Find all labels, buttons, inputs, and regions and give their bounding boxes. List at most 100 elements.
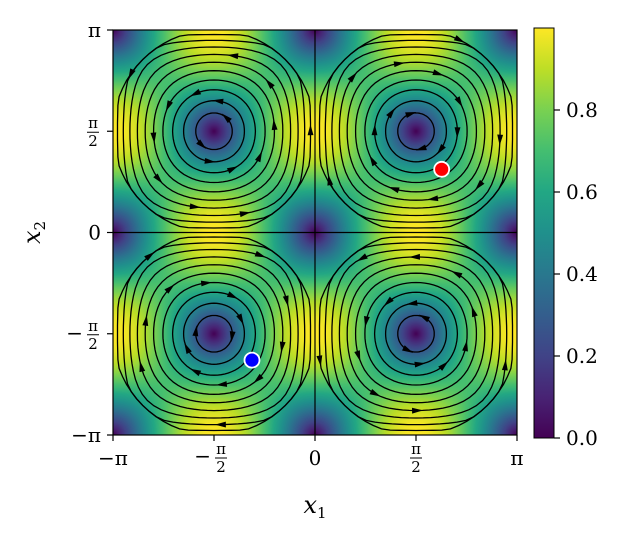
streamline-arrow (215, 381, 228, 387)
streamline (144, 61, 284, 201)
svg-text:2: 2 (88, 132, 98, 150)
colorbar-tick-label: 0.4 (566, 262, 598, 286)
streamline-arrow (388, 187, 400, 194)
streamline-arrow (356, 253, 368, 262)
streamline (331, 46, 501, 217)
streamline-arrow (254, 151, 263, 163)
streamline-arrow (226, 291, 238, 299)
streamline-arrow (371, 124, 378, 136)
streamline (182, 302, 246, 365)
streamline-arrow (271, 118, 278, 131)
streamline (122, 242, 306, 426)
streamline-arrow (432, 69, 444, 76)
streamline-arrow (501, 359, 508, 371)
streamline-arrow (347, 72, 357, 83)
streamline (318, 236, 514, 432)
colorbar (533, 27, 555, 439)
streamline (116, 33, 312, 229)
streamline-arrow (164, 284, 175, 294)
tick-label: 0 (309, 446, 322, 470)
streamline-arrow (184, 342, 192, 354)
colorbar-tick-label: 0.8 (566, 98, 598, 122)
streamline-arrow (405, 111, 417, 118)
streamline (182, 100, 246, 163)
x-axis-label: x1 (303, 491, 326, 522)
streamline-arrow (282, 295, 289, 307)
streamline-arrow (369, 388, 381, 397)
streamline (324, 242, 508, 426)
streamline-arrow (406, 299, 418, 306)
streamline-arrow (453, 35, 465, 43)
streamline-arrow (471, 305, 478, 318)
y-axis-label: x2 (18, 221, 49, 244)
streamline-arrow (196, 139, 207, 149)
svg-text:π: π (411, 440, 421, 458)
streamline-arrow (253, 373, 264, 384)
streamline-arrow (438, 361, 449, 371)
streamline-arrow (462, 340, 468, 352)
streamline-arrow (383, 296, 394, 307)
streamline-arrow (165, 100, 174, 112)
streamline (338, 53, 494, 209)
streamline-arrow (200, 280, 213, 287)
streamlines (113, 30, 517, 435)
streamline (384, 100, 448, 163)
streamline-arrow (414, 361, 426, 368)
streamline-arrow (354, 350, 361, 362)
streamline (346, 61, 486, 201)
streamline-arrow (239, 211, 251, 218)
streamline (373, 291, 459, 376)
streamline (384, 302, 448, 365)
streamline-arrow (475, 179, 485, 191)
colorbar-ticks: 0.0 0.2 0.4 0.6 0.8 (554, 98, 598, 450)
tick-label: −π (71, 423, 101, 447)
point-marker (433, 160, 451, 178)
streamline-arrow (427, 195, 439, 202)
tick-label: 0 (88, 221, 101, 245)
svg-text:π: π (88, 114, 98, 132)
streamline-arrow (409, 253, 420, 260)
streamline-arrow (227, 53, 239, 60)
streamline-arrow (192, 325, 199, 337)
streamline (122, 39, 306, 223)
streamline-arrow (369, 155, 378, 167)
streamline-arrow (226, 166, 238, 174)
streamline-arrow (402, 345, 414, 353)
streamline (144, 264, 284, 404)
streamline (354, 70, 478, 193)
streamline-arrow (254, 250, 266, 258)
streamline-arrow (139, 360, 146, 373)
colorbar-tick-label: 0.0 (566, 426, 598, 450)
streamline-arrow (364, 316, 370, 328)
streamline-arrow (190, 368, 202, 377)
streamline-arrow (236, 313, 244, 325)
streamline (331, 248, 501, 419)
tick-label: − π2 (66, 317, 99, 353)
svg-text:−: − (194, 444, 211, 468)
streamline-arrow (214, 421, 226, 428)
streamline-arrow (279, 341, 286, 353)
svg-text:π: π (88, 317, 98, 335)
streamline (318, 33, 514, 229)
svg-text:2: 2 (411, 458, 421, 476)
tick-label: π (88, 18, 101, 42)
tick-label: π2 (87, 114, 99, 150)
svg-text:2: 2 (216, 458, 226, 476)
svg-text:π: π (216, 440, 226, 458)
streamline (136, 256, 292, 412)
streamline (162, 79, 266, 184)
point-marker (243, 351, 261, 369)
tick-label: π2 (410, 440, 423, 476)
streamline-arrow (454, 96, 463, 108)
streamline (129, 46, 299, 217)
streamline-arrow (316, 355, 323, 367)
point-markers (243, 160, 451, 369)
streamline (354, 272, 478, 395)
tick-label: −π (98, 446, 128, 470)
streamline-arrow (212, 98, 224, 105)
tick-label: π (510, 446, 523, 470)
streamline-arrow (497, 134, 504, 146)
streamline-arrow (436, 144, 446, 155)
streamline-arrow (327, 174, 334, 186)
